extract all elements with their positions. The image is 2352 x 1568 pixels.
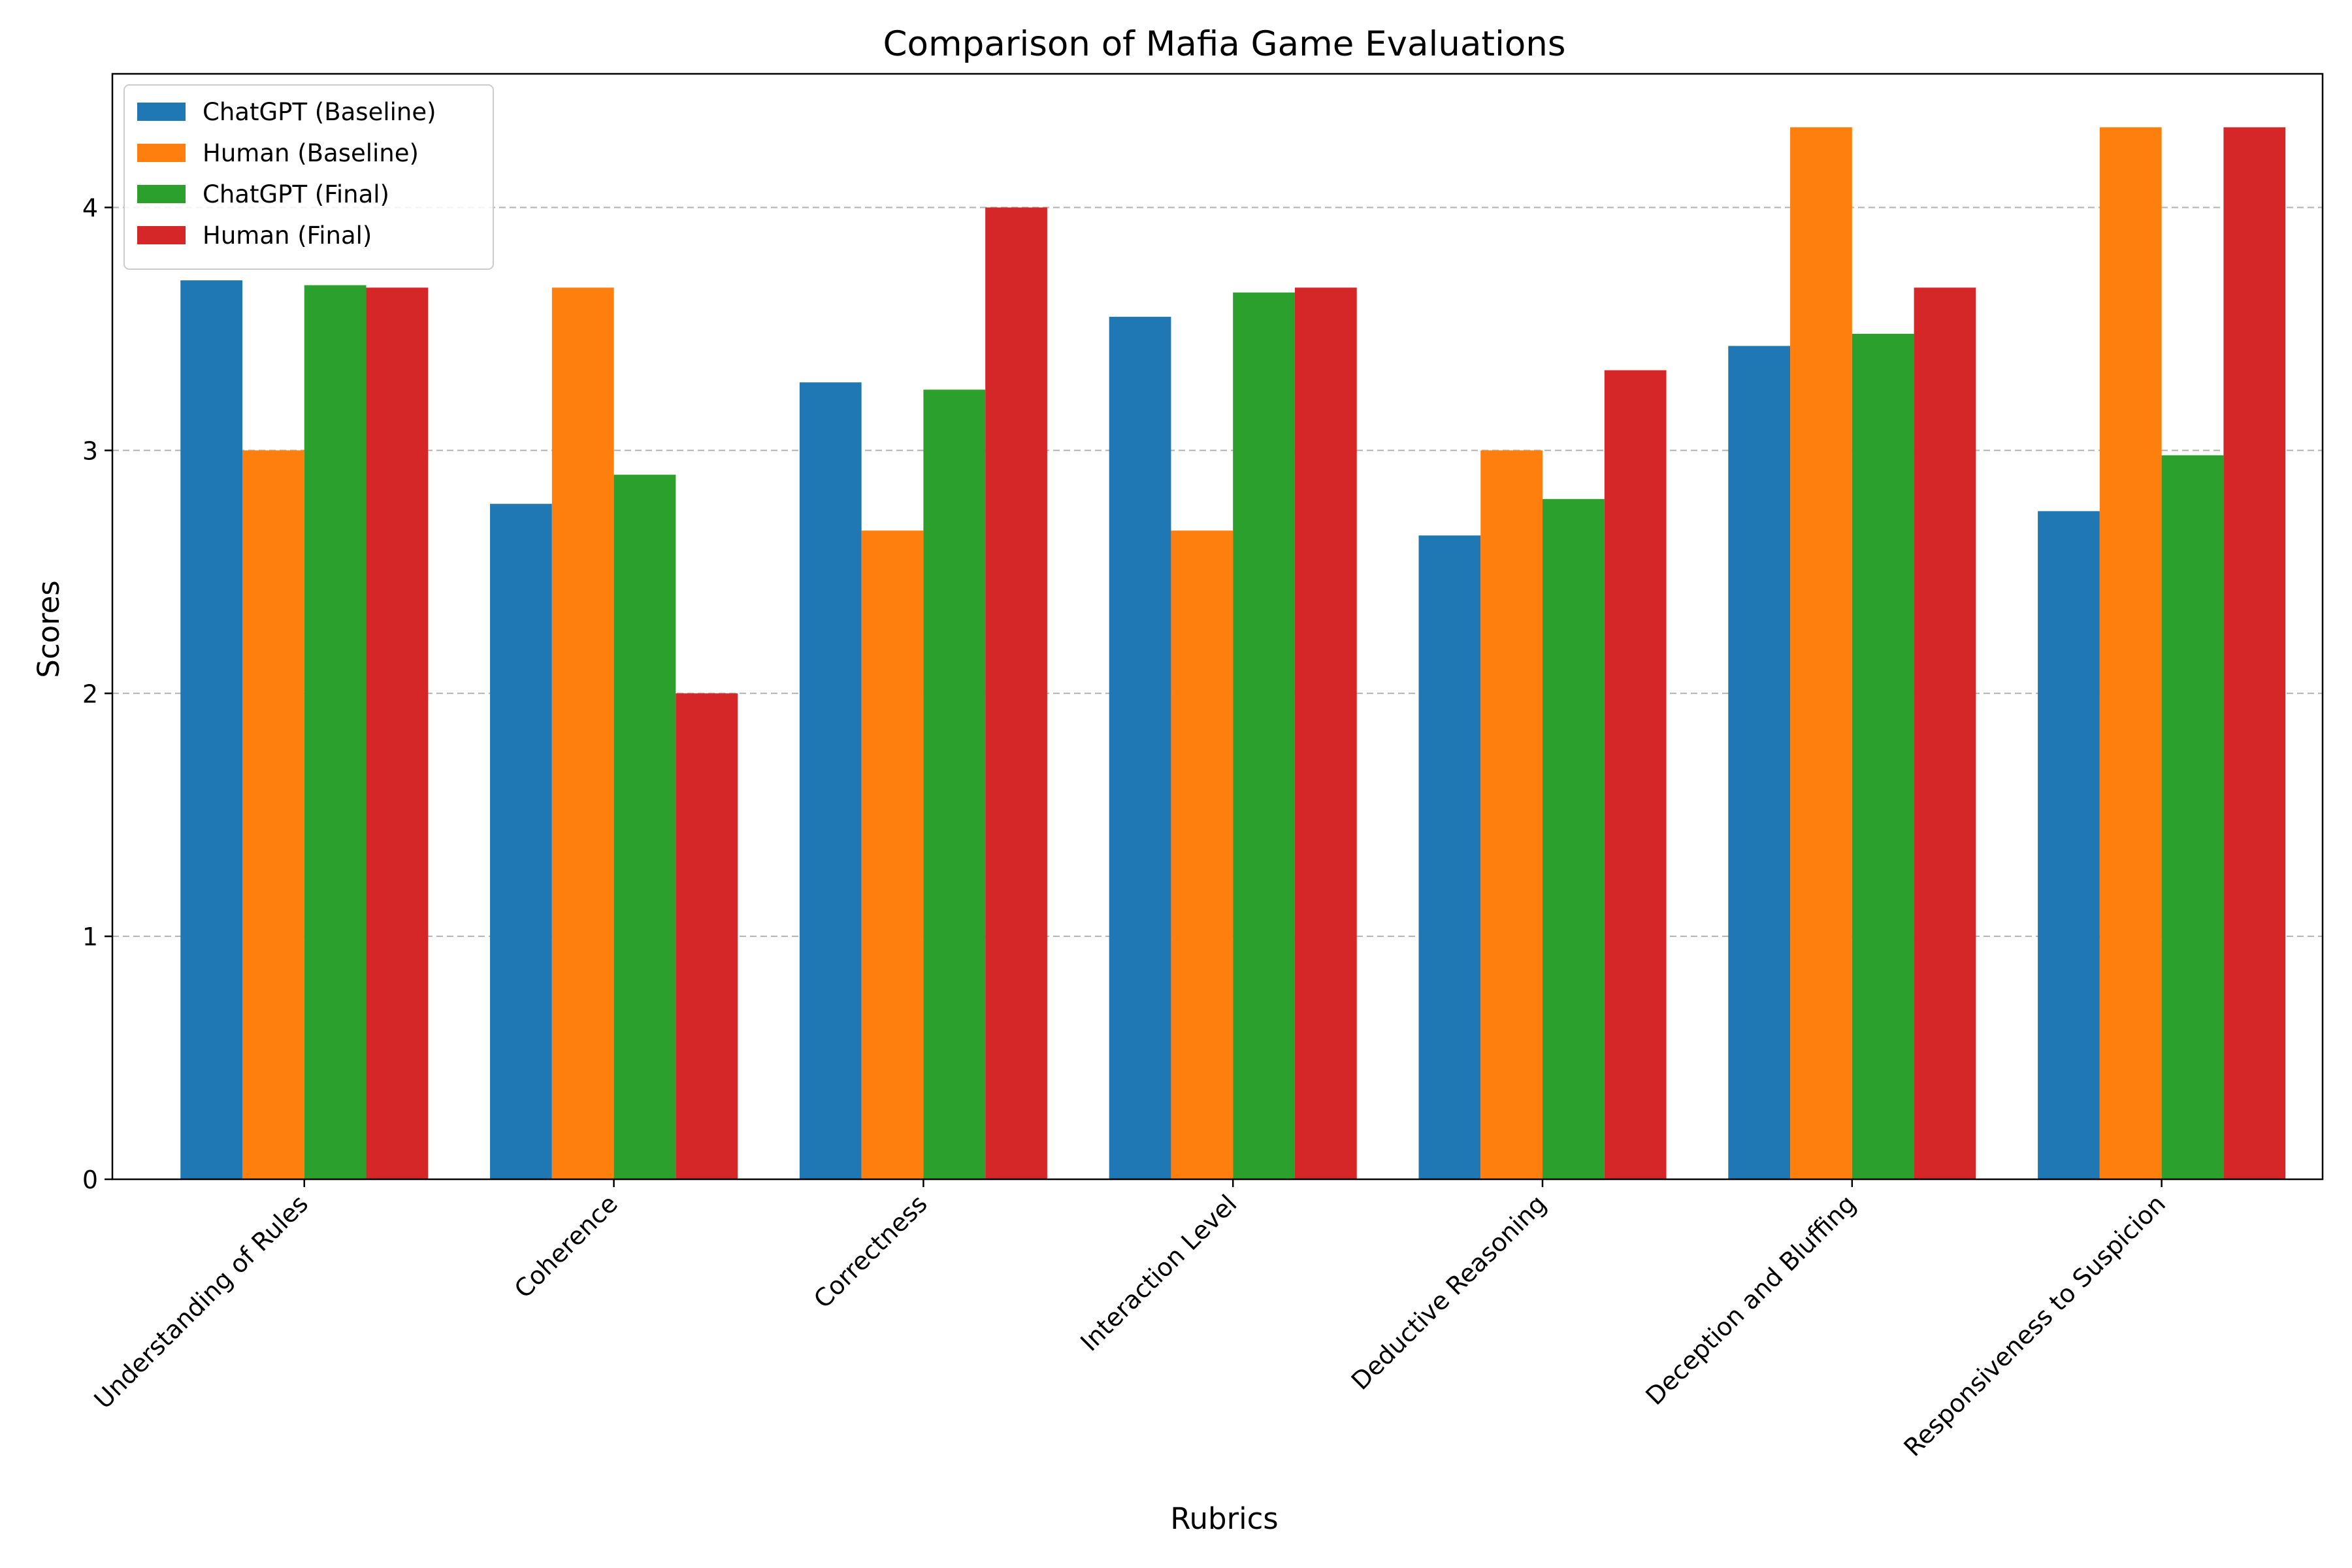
bar xyxy=(1790,127,1852,1179)
legend-label: Human (Baseline) xyxy=(203,139,419,167)
bar xyxy=(1294,287,1357,1180)
y-tick-label: 1 xyxy=(82,923,98,951)
bar xyxy=(1852,333,1914,1179)
x-axis-label: Rubrics xyxy=(1170,1501,1279,1536)
bar xyxy=(180,280,242,1180)
bar xyxy=(2038,511,2100,1179)
legend-label: ChatGPT (Baseline) xyxy=(203,98,436,126)
legend-label: ChatGPT (Final) xyxy=(203,180,389,208)
bar xyxy=(799,382,862,1180)
bar xyxy=(304,285,367,1179)
axes-frame xyxy=(111,73,2324,1181)
y-tick-label: 0 xyxy=(82,1166,98,1194)
legend-swatch xyxy=(137,226,186,244)
bar xyxy=(1480,450,1543,1179)
bar xyxy=(1171,531,1233,1179)
legend: ChatGPT (Baseline) Human (Baseline) ChatGP… xyxy=(123,84,494,270)
bar xyxy=(1543,498,1605,1179)
bar xyxy=(2099,127,2162,1179)
legend-swatch xyxy=(137,144,186,162)
chart-title: Comparison of Mafia Game Evaluations xyxy=(883,24,1566,64)
bar xyxy=(1233,292,1295,1180)
legend-swatch xyxy=(137,103,186,121)
bar xyxy=(242,450,304,1179)
bar xyxy=(2161,455,2224,1179)
bar xyxy=(613,474,676,1179)
bar xyxy=(1418,535,1481,1179)
bar xyxy=(1604,370,1667,1179)
bar xyxy=(923,389,986,1179)
bar xyxy=(2223,127,2286,1179)
bar xyxy=(861,531,924,1179)
bar xyxy=(1914,287,1976,1180)
bar xyxy=(985,207,1047,1179)
y-axis-label: Scores xyxy=(31,580,66,678)
legend-label: Human (Final) xyxy=(203,221,372,250)
y-tick-label: 3 xyxy=(82,436,98,465)
bar xyxy=(490,504,552,1180)
y-tick-label: 2 xyxy=(82,679,98,708)
legend-swatch xyxy=(137,185,186,203)
y-tick-label: 4 xyxy=(82,194,98,223)
bar xyxy=(676,693,738,1179)
bar xyxy=(1109,316,1171,1179)
bar xyxy=(1728,346,1791,1179)
bar xyxy=(366,287,429,1180)
bar xyxy=(551,287,614,1180)
legend-box xyxy=(123,84,494,270)
